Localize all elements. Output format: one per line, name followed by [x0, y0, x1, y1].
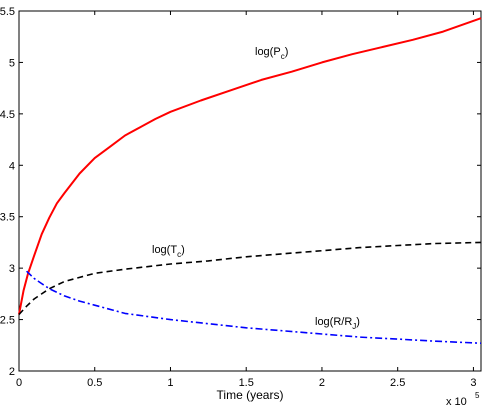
- series-label-subscript: J: [352, 322, 356, 331]
- y-tick-label: 5: [9, 57, 15, 69]
- x-tick-label: 2: [319, 377, 325, 389]
- x-exponent-power: 5: [475, 391, 480, 400]
- series-line-0: [18, 17, 482, 315]
- y-tick-label: 3: [9, 263, 15, 275]
- series-group: [18, 17, 482, 344]
- plot-area: [18, 10, 482, 372]
- x-tick-label: 2.5: [390, 377, 405, 389]
- series-label-0: log(Pc): [255, 46, 288, 61]
- plot-frame: [18, 10, 482, 372]
- y-tick-label: 5.5: [0, 6, 15, 18]
- series-label-2: log(R/RJ): [315, 316, 360, 331]
- y-tick-label: 4: [9, 160, 15, 172]
- x-axis-title: Time (years): [217, 388, 284, 402]
- series-label-main: log(R/R: [315, 316, 352, 328]
- x-axis-exponent: x 10 5: [446, 391, 480, 408]
- x-tick-label: 0: [16, 377, 22, 389]
- series-label-main: log(P: [255, 46, 281, 58]
- x-exponent-base: x 10: [446, 396, 467, 408]
- axis-ticks: 0 0.5 1 1.5 2 2.5 3 2 2.5 3 3.5 4 4.5 5 5.5: [0, 6, 481, 389]
- series-line-2: [26, 270, 482, 344]
- y-tick-label: 2: [9, 366, 15, 378]
- series-labels: log(Pc)log(Tc)log(R/RJ): [152, 46, 360, 331]
- series-label-1: log(Tc): [152, 244, 185, 259]
- series-label-end: ): [285, 46, 289, 58]
- y-tick-label: 2.5: [0, 315, 15, 327]
- series-label-end: ): [181, 244, 185, 256]
- series-label-subscript: c: [177, 250, 181, 259]
- y-tick-label: 4.5: [0, 109, 15, 121]
- x-tick-label: 3: [470, 377, 476, 389]
- x-tick-label: 1: [167, 377, 173, 389]
- series-label-end: ): [356, 316, 360, 328]
- x-tick-label: 0.5: [87, 377, 102, 389]
- y-tick-label: 3.5: [0, 212, 15, 224]
- series-line-1: [18, 241, 482, 315]
- series-label-main: log(T: [152, 244, 177, 256]
- series-label-subscript: c: [281, 52, 285, 61]
- x-tick-label: 1.5: [239, 377, 254, 389]
